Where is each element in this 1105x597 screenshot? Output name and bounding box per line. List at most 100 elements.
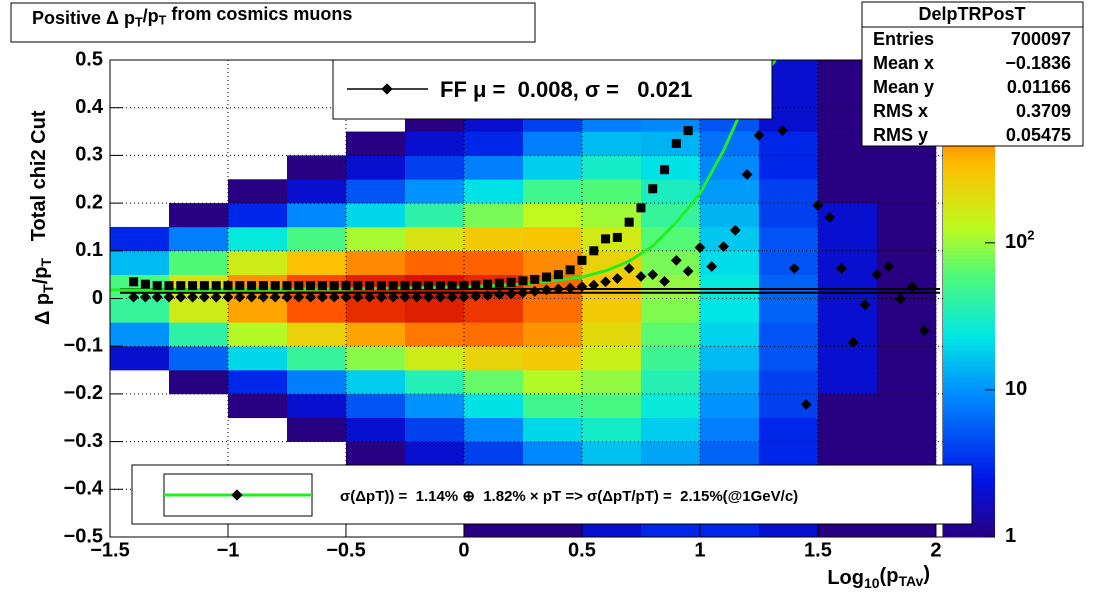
colorbar-strip [943,366,995,371]
colorbar-strip [943,417,995,423]
square-marker [164,281,174,291]
diamond-marker [753,129,765,141]
colorbar-strip [943,346,995,351]
heatmap-cell [758,322,819,347]
heatmap-cell [640,274,701,299]
heatmap-cell [876,298,937,323]
square-marker [518,276,528,286]
heatmap-cell [581,393,642,419]
heatmap-cell [404,417,465,442]
stats-key: Mean y [873,77,934,97]
square-marker [270,281,280,291]
heatmap-cell [345,370,406,395]
y-tick-label: 0.1 [75,239,103,261]
colorbar-strip [943,302,995,307]
text-part: (p [880,565,899,587]
square-marker [506,277,516,287]
colorbar-tick-label: 1 [1005,525,1016,547]
diamond-marker [305,291,316,303]
heatmap-cell [817,370,878,395]
diamond-marker [175,291,187,303]
heatmap-cell [699,179,760,204]
y-tick-label: −0.3 [64,430,103,452]
colorbar-strip [943,461,995,466]
y-tick-label: 0.4 [75,96,104,118]
heatmap-cell [227,393,288,419]
heatmap-cell [168,322,229,347]
heatmap-cell [699,370,760,395]
x-tick-label: 2 [930,539,941,561]
diamond-marker [281,291,293,303]
square-marker [258,281,268,291]
diamond-marker [541,284,552,296]
x-tick-label: −1 [217,539,240,561]
colorbar-strip [943,334,995,339]
x-tick-label: 0.5 [568,539,596,561]
heatmap-cell [876,274,937,299]
colorbar-strip [943,385,995,391]
square-marker [412,281,422,291]
heatmap-cell [817,179,878,204]
text-part: from cosmics muons [166,4,352,24]
heatmap-cell [227,322,288,347]
square-marker [294,281,304,291]
heatmap-cell [699,393,760,419]
heatmap-cell [699,250,760,275]
colorbar-strip [943,529,995,534]
heatmap-cell [463,226,524,252]
heatmap-cell [817,393,878,419]
y-axis-label: Δ pT/pT Total chi2 Cut [28,110,56,325]
colorbar-strip [943,433,995,439]
diamond-marker [777,125,788,136]
heatmap-cell [345,179,406,204]
colorbar-strip [943,199,995,204]
colorbar-strip [943,362,995,367]
colorbar-strip [943,294,995,299]
diamond-marker [151,291,163,303]
diamond-marker [210,291,222,303]
tick-text: 1 [1005,525,1016,547]
heatmap-cell [286,370,347,395]
colorbar-strip [943,187,995,192]
colorbar-tick-label: 102 [1005,228,1034,253]
y-tick-label: 0.5 [75,48,103,70]
heatmap-cell [876,322,937,347]
diamond-marker [529,285,541,297]
square-marker [612,232,622,242]
stats-value: 0.01166 [1007,77,1071,97]
colorbar-strip [943,370,995,375]
heatmap-cell [640,441,701,466]
heatmap-cell [463,298,524,323]
heatmap-cell [286,393,347,419]
colorbar-strip [943,250,995,256]
colorbar-strip [943,219,995,224]
colorbar-strip [943,409,995,415]
square-marker [589,246,599,256]
diamond-marker [895,293,906,305]
colorbar-strip [943,266,995,272]
x-tick-label: −0.5 [326,539,365,561]
colorbar-strip [943,215,995,220]
heatmap-cell [581,131,642,156]
y-tick-label: −0.2 [64,382,103,404]
heatmap-cell [758,274,819,299]
diamond-marker [128,291,139,303]
heatmap-cell [463,370,524,395]
colorbar-strip [943,179,995,184]
subscript: T [135,16,143,30]
colorbar-strip [943,437,995,443]
subscript: T [159,14,167,28]
heatmap-cell [463,131,524,156]
heatmap-cell [522,441,583,466]
heatmap-cell [640,203,701,228]
square-marker [306,281,316,291]
heatmap-cell [699,417,760,442]
heatmap-cell [345,155,406,180]
heatmap-cell [581,179,642,204]
heatmap-cell [758,226,819,252]
heatmap-cell [110,298,170,323]
diamond-marker [258,291,269,303]
heatmap-cell [404,203,465,228]
stats-value: 0.3709 [1016,101,1071,121]
colorbar-strip [943,314,995,319]
